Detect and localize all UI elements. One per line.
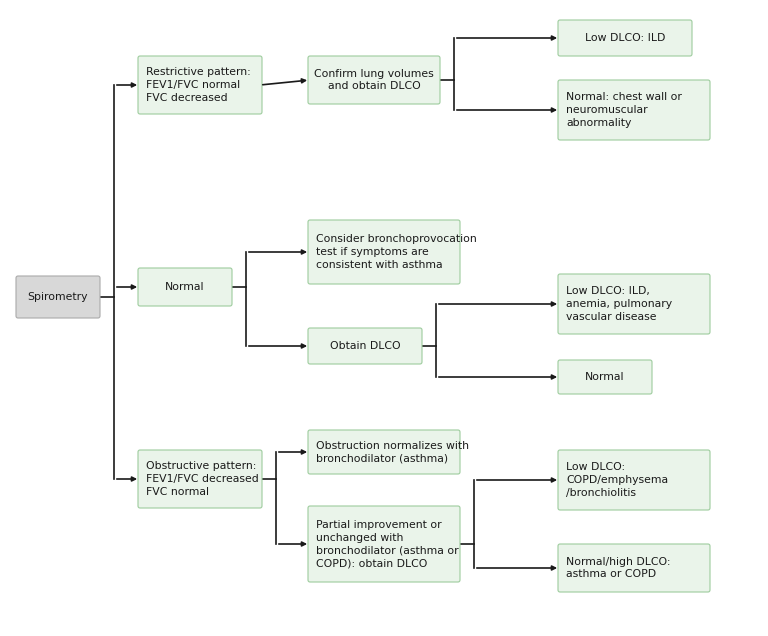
FancyBboxPatch shape bbox=[138, 56, 262, 114]
Text: Restrictive pattern:
FEV1/FVC normal
FVC decreased: Restrictive pattern: FEV1/FVC normal FVC… bbox=[146, 67, 250, 103]
FancyBboxPatch shape bbox=[308, 220, 460, 284]
Text: Normal: chest wall or
neuromuscular
abnormality: Normal: chest wall or neuromuscular abno… bbox=[566, 92, 682, 128]
Text: Obstruction normalizes with
bronchodilator (asthma): Obstruction normalizes with bronchodilat… bbox=[316, 441, 469, 464]
Text: Low DLCO: ILD: Low DLCO: ILD bbox=[584, 33, 665, 43]
Text: Partial improvement or
unchanged with
bronchodilator (asthma or
COPD): obtain DL: Partial improvement or unchanged with br… bbox=[316, 520, 458, 568]
Text: Normal: Normal bbox=[165, 282, 205, 292]
Text: Spirometry: Spirometry bbox=[28, 292, 88, 302]
FancyBboxPatch shape bbox=[558, 274, 710, 334]
FancyBboxPatch shape bbox=[558, 544, 710, 592]
Text: Consider bronchoprovocation
test if symptoms are
consistent with asthma: Consider bronchoprovocation test if symp… bbox=[316, 234, 477, 270]
Text: Low DLCO: ILD,
anemia, pulmonary
vascular disease: Low DLCO: ILD, anemia, pulmonary vascula… bbox=[566, 286, 672, 322]
FancyBboxPatch shape bbox=[558, 360, 652, 394]
FancyBboxPatch shape bbox=[308, 430, 460, 474]
Text: Confirm lung volumes
and obtain DLCO: Confirm lung volumes and obtain DLCO bbox=[314, 69, 434, 92]
Text: Normal: Normal bbox=[585, 372, 624, 382]
FancyBboxPatch shape bbox=[558, 20, 692, 56]
FancyBboxPatch shape bbox=[16, 276, 100, 318]
FancyBboxPatch shape bbox=[558, 450, 710, 510]
FancyBboxPatch shape bbox=[308, 328, 422, 364]
Text: Normal/high DLCO:
asthma or COPD: Normal/high DLCO: asthma or COPD bbox=[566, 556, 670, 579]
FancyBboxPatch shape bbox=[558, 80, 710, 140]
FancyBboxPatch shape bbox=[308, 56, 440, 104]
Text: Obstructive pattern:
FEV1/FVC decreased
FVC normal: Obstructive pattern: FEV1/FVC decreased … bbox=[146, 461, 259, 497]
FancyBboxPatch shape bbox=[138, 268, 232, 306]
Text: Low DLCO:
COPD/emphysema
/bronchiolitis: Low DLCO: COPD/emphysema /bronchiolitis bbox=[566, 462, 668, 498]
FancyBboxPatch shape bbox=[138, 450, 262, 508]
Text: Obtain DLCO: Obtain DLCO bbox=[329, 341, 400, 351]
FancyBboxPatch shape bbox=[308, 506, 460, 582]
